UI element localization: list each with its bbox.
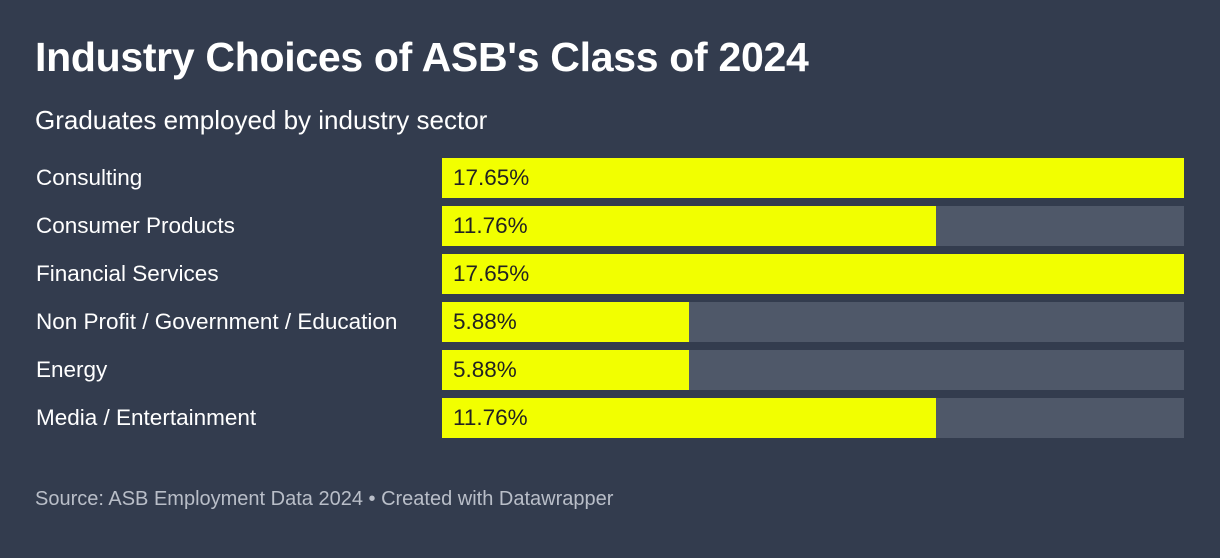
category-label: Financial Services [36,261,219,286]
value-label: 11.76% [453,405,528,430]
category-label: Consumer Products [36,213,235,238]
chart-title: Industry Choices of ASB's Class of 2024 [35,34,809,80]
bar-row: Non Profit / Government / Education 5.88… [35,302,1185,342]
bar [442,398,937,438]
bar [442,302,690,342]
value-label: 5.88% [453,309,517,334]
category-label: Energy [36,357,108,382]
category-label: Media / Entertainment [36,405,257,430]
chart-subtitle: Graduates employed by industry sector [35,105,488,135]
bar-track: 11.76% [442,398,1184,438]
bar-track: 5.88% [442,302,1184,342]
bar-track: 17.65% [442,254,1184,294]
bar-row: Financial Services 17.65% [35,254,1185,294]
bar [442,350,690,390]
bar-row: Consumer Products 11.76% [35,206,1185,246]
bar-row: Consulting 17.65% [35,158,1185,198]
bar-row: Energy 5.88% [35,350,1185,390]
value-label: 17.65% [453,165,530,190]
bar [442,158,1184,198]
value-label: 17.65% [453,261,530,286]
bar [442,254,1184,294]
category-label: Non Profit / Government / Education [36,309,398,334]
source-note: Source: ASB Employment Data 2024 • Creat… [35,488,614,510]
bar-track: 5.88% [442,350,1184,390]
bar-track: 17.65% [442,158,1184,198]
bar [442,206,937,246]
value-label: 5.88% [453,357,517,382]
bar-track: 11.76% [442,206,1184,246]
bar-chart: Consulting 17.65% Consumer Products 11.7… [35,158,1185,446]
bar-row: Media / Entertainment 11.76% [35,398,1185,438]
value-label: 11.76% [453,213,528,238]
category-label: Consulting [36,165,143,190]
